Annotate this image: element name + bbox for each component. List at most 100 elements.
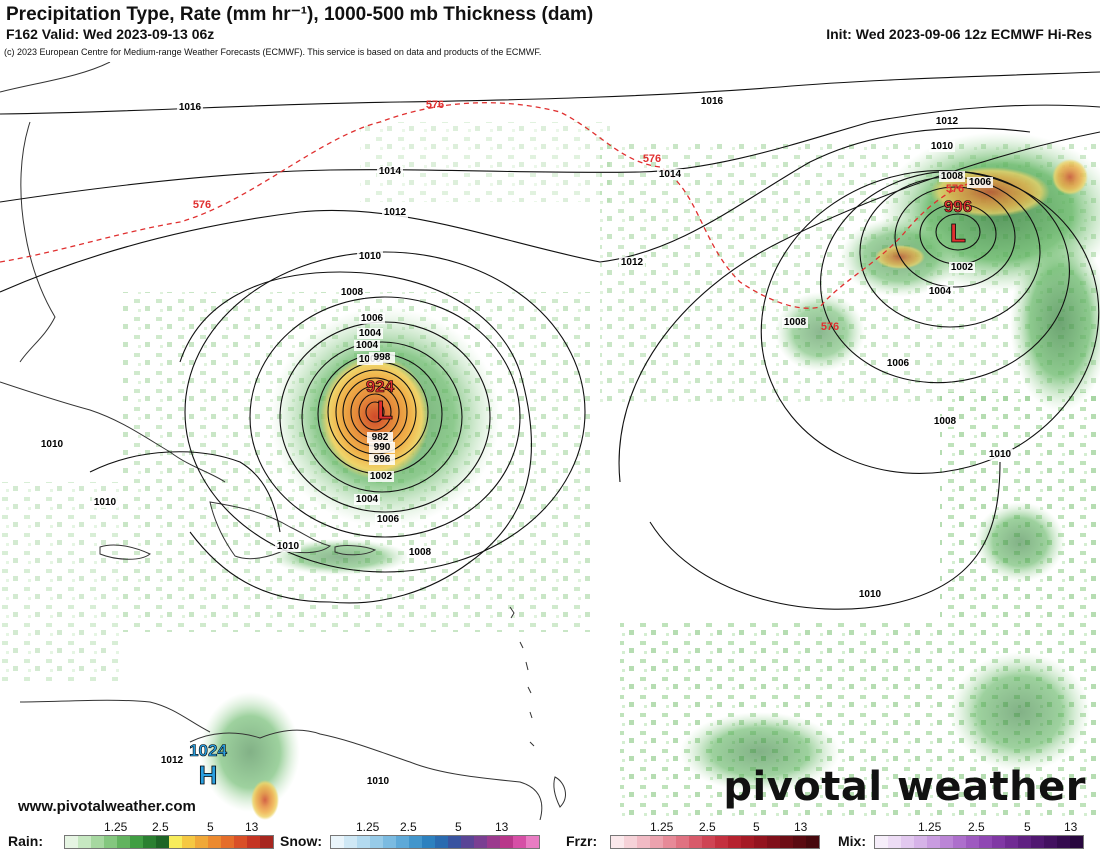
- legend-snow-tick: 1.25: [356, 820, 380, 834]
- legend-rain-tick: 13: [245, 820, 259, 834]
- isobar-label-bg: [699, 96, 725, 107]
- isobar-label-bg: [357, 251, 383, 262]
- legend-mix-tick: 1.25: [918, 820, 942, 834]
- isobar-label: 1010: [859, 589, 882, 600]
- isobars: [0, 71, 1100, 610]
- legend-mix-tick: 5: [1024, 820, 1031, 834]
- legend-snow-tick: 13: [495, 820, 509, 834]
- isobar-label-bg: [369, 352, 395, 363]
- precip-field: [0, 122, 1100, 820]
- isobar-label: 1010: [367, 776, 390, 787]
- isobar-label: 1008: [941, 171, 964, 182]
- isobar-label-bg: [782, 317, 808, 328]
- legend-rain-label: Rain:: [8, 833, 43, 849]
- isobar-label-bg: [339, 287, 365, 298]
- thickness-label: 576: [426, 99, 444, 111]
- legend-frzr-tick: 13: [794, 820, 808, 834]
- isobar-label-bg: [177, 102, 203, 113]
- isobar-label: 990: [374, 442, 391, 453]
- pressure-center-value: 996: [944, 197, 972, 216]
- isobar-label: 998: [374, 352, 391, 363]
- isobar-label: 996: [374, 454, 391, 465]
- isobar-label-bg: [657, 169, 683, 180]
- isobar-labels: 1016 1016 1014 1014 1014 1012 1012 1012 1010 1010…: [37, 62, 1013, 787]
- isobar-label-bg: [857, 589, 883, 600]
- legend-rain-bar: [64, 835, 274, 849]
- isobar-label: 1008: [341, 287, 364, 298]
- isobar-label-bg: [275, 541, 301, 552]
- isobar-label-bg: [932, 416, 958, 427]
- isobar-label-bg: [39, 439, 65, 450]
- valid-time: F162 Valid: Wed 2023-09-13 06z: [6, 26, 215, 42]
- legend-frzr-tick: 1.25: [650, 820, 674, 834]
- isobar-label: 1004: [356, 494, 379, 505]
- legend-frzr-tick: 5: [753, 820, 760, 834]
- isobar-label-bg: [159, 755, 185, 766]
- website-watermark: www.pivotalweather.com: [16, 798, 198, 815]
- header: Precipitation Type, Rate (mm hr⁻¹), 1000…: [0, 0, 1100, 62]
- isobar-label-bg: [367, 432, 393, 443]
- isobar-label-bg: [37, 62, 63, 65]
- thickness-label: 576: [643, 153, 661, 165]
- isobar-label-bg: [369, 442, 395, 453]
- brand-logo: pivotal weather: [723, 764, 1086, 810]
- legend-rain-tick: 2.5: [152, 820, 169, 834]
- isobar-label: 982: [372, 432, 389, 443]
- isobar-label: 1004: [929, 286, 952, 297]
- isobar-label: 1014: [659, 169, 682, 180]
- low-pressure-marker: L: [950, 218, 966, 248]
- isobar-label-bg: [354, 494, 380, 505]
- isobar-label-bg: [939, 171, 965, 182]
- isobar-label: 1008: [784, 317, 807, 328]
- legend-snow-label: Snow:: [280, 833, 322, 849]
- isobar-label-bg: [967, 177, 993, 188]
- isobar-label-bg: [929, 141, 955, 152]
- isobar-label: 1012: [384, 207, 407, 218]
- isobar-label: 1014: [379, 166, 402, 177]
- legend-snow-bar: [330, 835, 540, 849]
- isobar-label-bg: [407, 547, 433, 558]
- isobar-label: 1006: [887, 358, 910, 369]
- isobar-label: 1008: [934, 416, 957, 427]
- legend-mix-tick: 2.5: [968, 820, 985, 834]
- isobar-label-bg: [92, 497, 118, 508]
- isobar-label-bg: [368, 471, 394, 482]
- isobar-label-bg: [885, 358, 911, 369]
- isobar-label-bg: [377, 166, 403, 177]
- isobar-label: 1014: [39, 62, 62, 65]
- map-title: Precipitation Type, Rate (mm hr⁻¹), 1000…: [6, 4, 594, 25]
- isobar-label-bg: [382, 207, 408, 218]
- isobar-label-bg: [927, 286, 953, 297]
- isobar-label: 1010: [41, 439, 64, 450]
- coastlines: [0, 62, 566, 820]
- isobar-label: 1010: [277, 541, 300, 552]
- isobar-label: 1002: [370, 471, 393, 482]
- thickness-576-line: [0, 102, 981, 309]
- isobar-label: 1012: [621, 257, 644, 268]
- isobar-label-bg: [357, 328, 383, 339]
- isobar-label: 1010: [94, 497, 117, 508]
- isobar-label-bg: [934, 116, 960, 127]
- legend-snow-tick: 2.5: [400, 820, 417, 834]
- isobar-label: 1016: [179, 102, 202, 113]
- forecast-map[interactable]: 1016 1016 1014 1014 1014 1012 1012 1012 1010 1010…: [0, 62, 1100, 820]
- map-canvas: 1016 1016 1014 1014 1014 1012 1012 1012 1010 1010…: [0, 62, 1100, 820]
- isobar-label: 1006: [969, 177, 992, 188]
- isobar-label-bg: [619, 257, 645, 268]
- isobar-label-bg: [369, 454, 395, 465]
- thickness-label: 576: [946, 183, 964, 195]
- isobar-label-bg: [375, 514, 401, 525]
- isobar-label: 1010: [989, 449, 1012, 460]
- low-pressure-marker: L: [377, 395, 393, 425]
- isobar-label-bg: [365, 776, 391, 787]
- isobar-label: 1006: [361, 313, 384, 324]
- high-pressure-marker: H: [199, 760, 218, 790]
- legend-mix-tick: 13: [1064, 820, 1078, 834]
- isobar-label-bg: [359, 313, 385, 324]
- legend-mix-label: Mix:: [838, 833, 866, 849]
- pressure-center-value: 1024: [189, 741, 227, 760]
- copyright-notice: (c) 2023 European Centre for Medium-rang…: [4, 47, 542, 57]
- isobar-label: 1008: [409, 547, 432, 558]
- isobar-label: 1012: [161, 755, 184, 766]
- thickness-label: 576: [821, 321, 839, 333]
